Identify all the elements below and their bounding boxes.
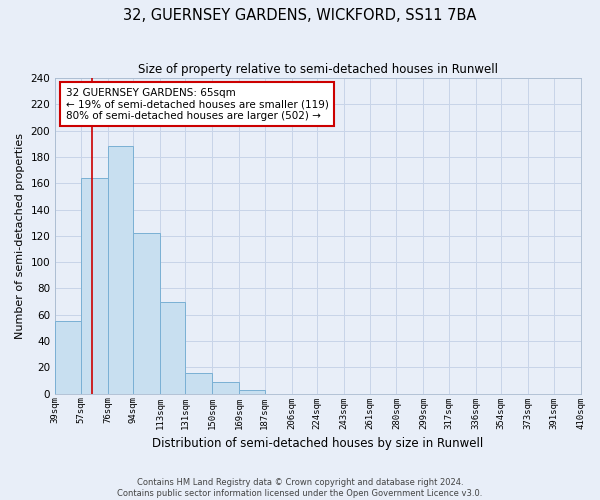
Bar xyxy=(212,382,239,394)
Bar xyxy=(239,390,265,394)
Text: Contains HM Land Registry data © Crown copyright and database right 2024.
Contai: Contains HM Land Registry data © Crown c… xyxy=(118,478,482,498)
Bar xyxy=(55,322,80,394)
Bar xyxy=(133,233,160,394)
Y-axis label: Number of semi-detached properties: Number of semi-detached properties xyxy=(15,133,25,339)
Text: 32 GUERNSEY GARDENS: 65sqm
← 19% of semi-detached houses are smaller (119)
80% o: 32 GUERNSEY GARDENS: 65sqm ← 19% of semi… xyxy=(65,88,329,120)
X-axis label: Distribution of semi-detached houses by size in Runwell: Distribution of semi-detached houses by … xyxy=(152,437,484,450)
Title: Size of property relative to semi-detached houses in Runwell: Size of property relative to semi-detach… xyxy=(138,62,498,76)
Bar xyxy=(185,372,212,394)
Text: 32, GUERNSEY GARDENS, WICKFORD, SS11 7BA: 32, GUERNSEY GARDENS, WICKFORD, SS11 7BA xyxy=(124,8,476,22)
Bar xyxy=(107,146,133,394)
Bar xyxy=(80,178,107,394)
Bar xyxy=(160,302,185,394)
